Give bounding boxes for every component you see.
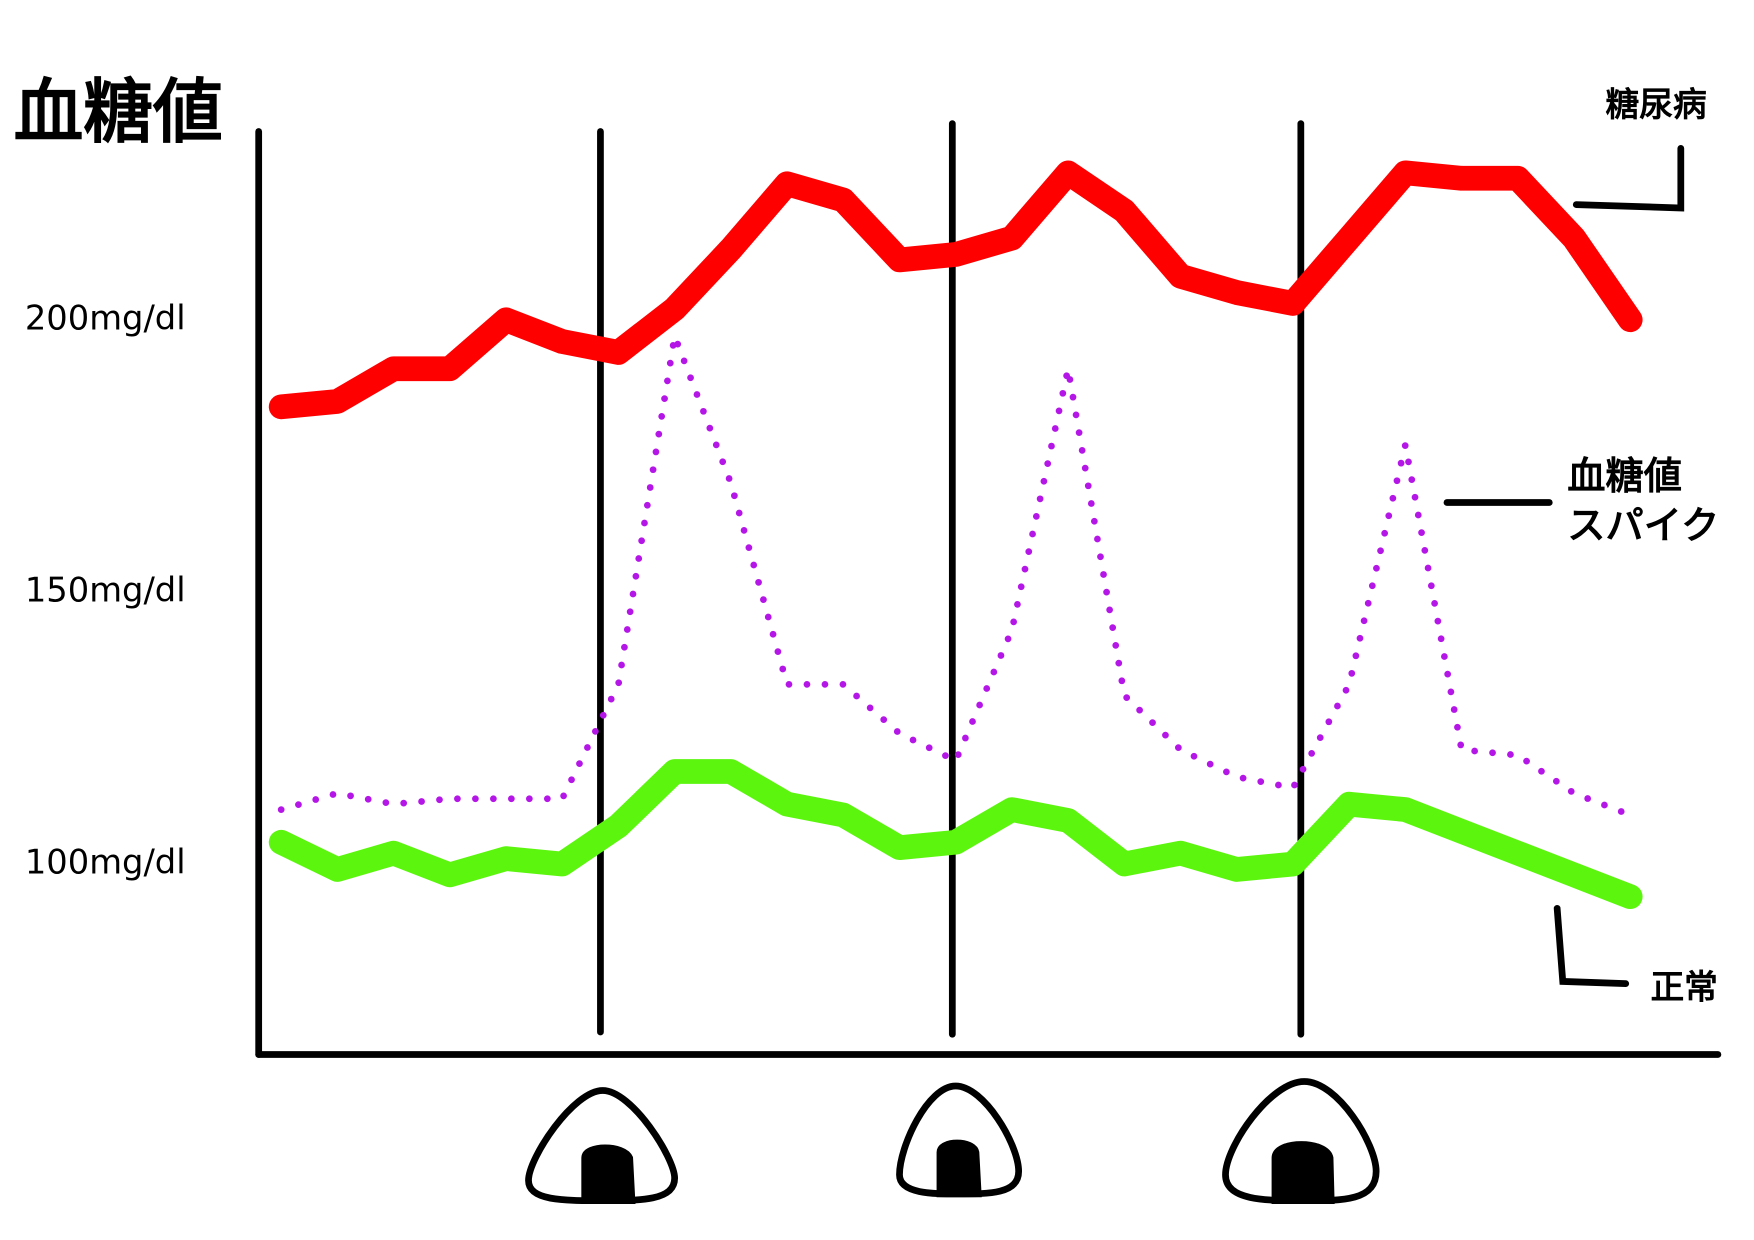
legend-label: 血糖値 スパイク [1567, 454, 1720, 549]
y-tick-label: 200mg/dl [25, 298, 186, 337]
series-line [268, 759, 1643, 910]
onigiri-icon [896, 1082, 1023, 1198]
series-line [277, 332, 1634, 819]
legend-item: 糖尿病 [1605, 85, 1707, 125]
meal-icons [525, 1078, 1380, 1205]
y-tick-label: 100mg/dl [25, 843, 186, 882]
label-connector [1572, 145, 1685, 212]
label-connector [1553, 904, 1630, 988]
y-tick-label: 150mg/dl [25, 570, 186, 609]
axes [255, 120, 1722, 1058]
onigiri-icon [1222, 1078, 1380, 1205]
onigiri-icon [525, 1087, 679, 1205]
legend-label: 正常 [1650, 967, 1718, 1008]
legend-item: 正常 [1650, 967, 1718, 1008]
legend-item: 血糖値 スパイク [1567, 454, 1720, 549]
legend-label: 糖尿病 [1605, 85, 1707, 125]
chart-title: 血糖値 [14, 72, 223, 153]
series-line [268, 160, 1643, 420]
